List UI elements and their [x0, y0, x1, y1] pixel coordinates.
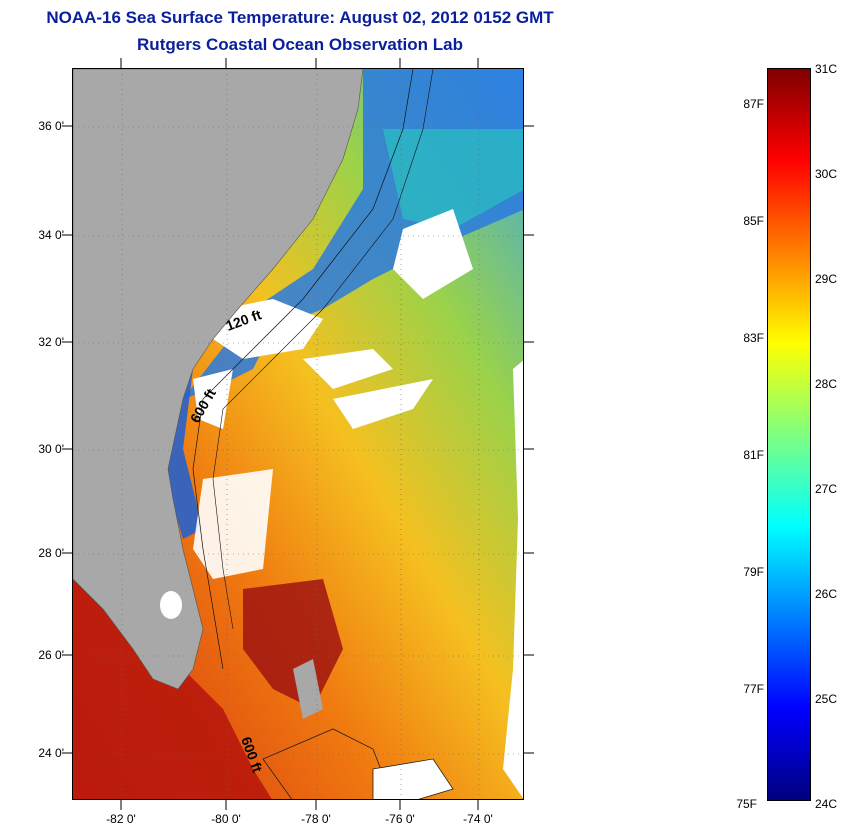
colorbar-f-87: 87F [743, 97, 764, 111]
colorbar-f-79: 79F [743, 565, 764, 579]
colorbar-c-24: 24C [815, 797, 838, 811]
map-subtitle: Rutgers Coastal Ocean Observation Lab [137, 35, 463, 54]
colorbar-c-27: 27C [815, 482, 838, 496]
lat-label-32: 32 0' [38, 335, 64, 349]
lat-label-34: 34 0' [38, 228, 64, 242]
land-southeast-us [73, 69, 364, 690]
colorbar-f-77: 77F [743, 682, 764, 696]
island-outline [372, 758, 454, 799]
cloud-patch [393, 209, 473, 299]
andros-island [293, 659, 323, 719]
colorbar-c-25: 25C [815, 692, 838, 706]
no-data-east [503, 360, 523, 799]
map-title: NOAA-16 Sea Surface Temperature: August … [46, 8, 554, 27]
colorbar-c-28: 28C [815, 377, 838, 391]
colorbar-c-29: 29C [815, 272, 838, 286]
colorbar-c-31: 31C [815, 62, 838, 76]
lat-label-36: 36 0' [38, 119, 64, 133]
sst-map-svg: 120 ft 600 ft 600 ft [73, 69, 523, 799]
bathymetry-contour [212, 69, 434, 630]
colorbar-c-26: 26C [815, 587, 838, 601]
colorbar-c-30: 30C [815, 167, 838, 181]
colorbar-f-85: 85F [743, 214, 764, 228]
lat-label-28: 28 0' [38, 546, 64, 560]
cloud-patch [193, 369, 233, 429]
warm-water-bahamas [243, 579, 343, 709]
lon-label-82: -82 0' [106, 812, 136, 826]
sst-map: 120 ft 600 ft 600 ft [72, 68, 524, 800]
lat-label-26: 26 0' [38, 648, 64, 662]
colorbar-f-75: 75F [736, 797, 757, 811]
lon-label-76: -76 0' [385, 812, 415, 826]
lon-label-78: -78 0' [301, 812, 331, 826]
cloud-patch [303, 349, 393, 389]
lat-label-24: 24 0' [38, 746, 64, 760]
mid-water-north [383, 129, 523, 229]
cloud-patch [193, 469, 273, 579]
colorbar-f-83: 83F [743, 331, 764, 345]
cloud-patch [213, 299, 323, 359]
lat-label-30: 30 0' [38, 442, 64, 456]
cloud-patch [333, 379, 433, 429]
lon-label-80: -80 0' [211, 812, 241, 826]
lon-label-74: -74 0' [463, 812, 493, 826]
colorbar-f-81: 81F [743, 448, 764, 462]
graticule [73, 69, 523, 799]
temperature-colorbar [767, 68, 811, 801]
bathymetry-contour [192, 69, 414, 670]
lake-okeechobee [160, 591, 182, 619]
